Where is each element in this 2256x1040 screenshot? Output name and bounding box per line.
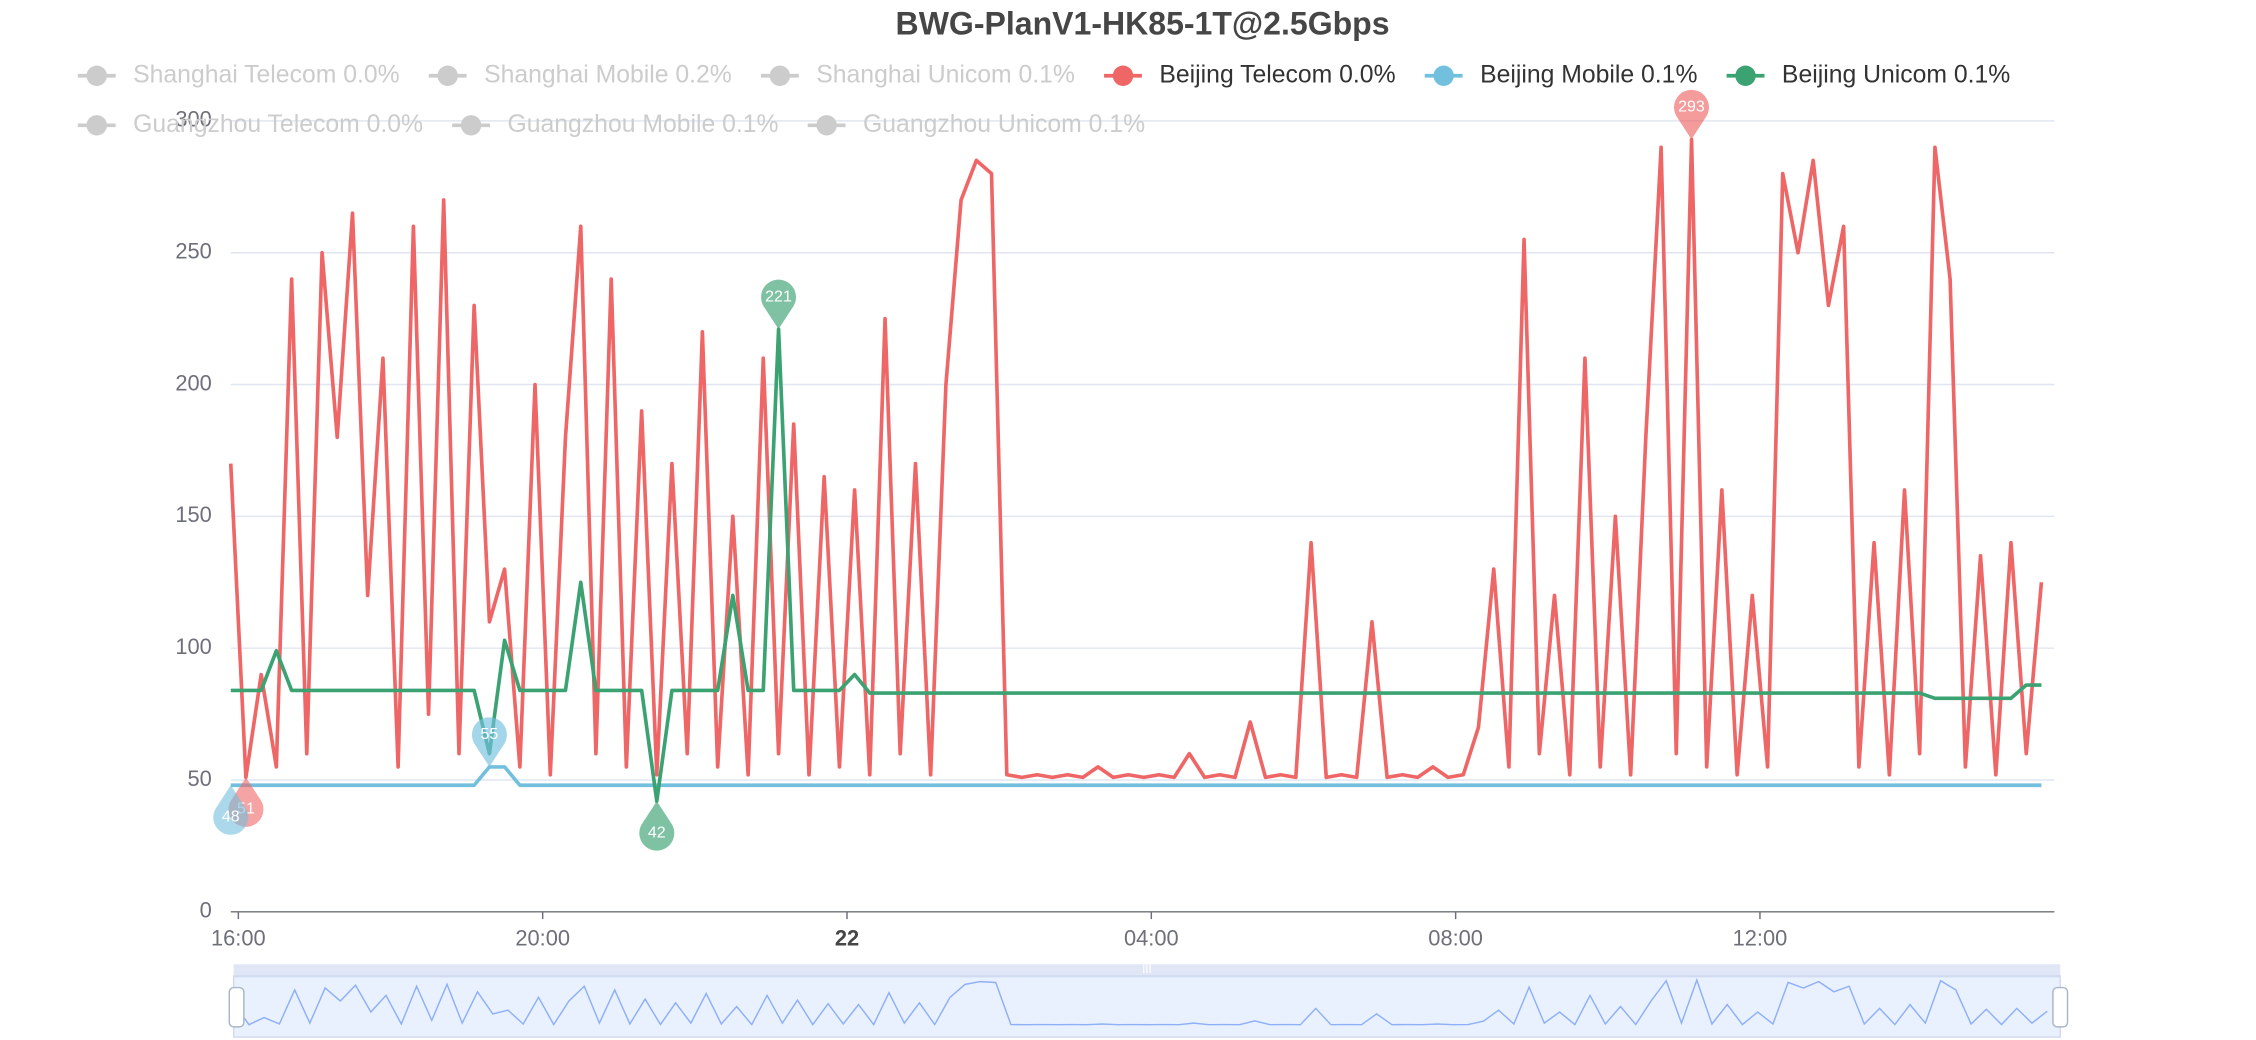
legend-label[interactable]: Guangzhou Mobile 0.1% [507,111,778,138]
legend-icon-dot[interactable] [437,65,458,86]
x-tick-label: 16:00 [211,925,266,950]
legend-item[interactable]: Guangzhou Mobile 0.1% [452,111,779,138]
x-tick-label: 20:00 [515,925,570,950]
legend-label[interactable]: Guangzhou Unicom 0.1% [863,111,1145,138]
legend-label[interactable]: Shanghai Unicom 0.1% [816,61,1075,88]
mark-point-label: 48 [222,808,240,826]
legend-label[interactable]: Shanghai Mobile 0.2% [484,61,732,88]
series-line [230,765,2042,788]
zoom-window[interactable] [232,975,2061,1038]
legend-item[interactable]: Beijing Unicom 0.1% [1726,61,2011,88]
mark-pin [213,785,249,835]
legend-icon-dot[interactable] [86,65,107,86]
x-tick-label: 08:00 [1428,925,1483,950]
y-tick-label: 200 [175,370,211,395]
zoom-grip[interactable]: III [1142,963,1152,976]
mark-point [471,717,507,767]
legend-icon-dot[interactable] [769,65,791,86]
zoom-top-bar[interactable] [233,964,2061,978]
mark-pin [761,279,797,330]
legend-item[interactable]: Guangzhou Unicom 0.1% [807,111,1145,138]
mark-point-label: 221 [765,287,792,305]
x-tick-label: 12:00 [1733,925,1788,950]
y-tick-label: 150 [175,502,211,527]
legend-item[interactable]: Shanghai Telecom 0.0% [77,61,400,88]
y-tick-label: 50 [188,766,212,791]
legend-label[interactable]: Beijing Mobile 0.1% [1480,61,1697,88]
zoom-handle[interactable] [2052,986,2069,1028]
mark-pin [471,717,507,767]
legend-item[interactable]: Beijing Mobile 0.1% [1424,61,1698,88]
legend-icon-dot[interactable] [1735,65,1756,86]
mark-point [761,279,797,330]
mark-point [1674,89,1709,140]
legend-label[interactable]: Shanghai Telecom 0.0% [133,61,399,88]
legend-item[interactable]: Shanghai Mobile 0.2% [428,61,732,88]
mark-point-label: 55 [481,725,499,743]
legend-icon-dot[interactable] [86,115,107,136]
mark-point [213,785,249,835]
legend-icon-dot[interactable] [1112,65,1134,86]
zoom-handle[interactable] [228,986,245,1028]
legend-icon-dot[interactable] [816,115,837,136]
mark-point-label: 293 [1678,98,1705,116]
chart-title: BWG-PlanV1-HK85-1T@2.5Gbps [896,6,1390,42]
legend-label[interactable]: Beijing Unicom 0.1% [1782,61,2010,88]
legend-label[interactable]: Guangzhou Telecom 0.0% [133,111,423,138]
legend-item[interactable]: Shanghai Unicom 0.1% [760,61,1075,88]
data-zoom[interactable]: III [228,963,2069,1038]
mark-point-label: 42 [648,823,666,841]
mark-point [639,801,675,851]
x-tick-label: 22 [835,925,859,950]
x-tick-label: 04:00 [1124,925,1179,950]
series-line [228,137,2044,780]
legend-item[interactable]: Guangzhou Telecom 0.0% [77,111,423,138]
legend-icon-dot[interactable] [1433,65,1454,86]
legend-label[interactable]: Beijing Telecom 0.0% [1159,61,1395,88]
legend-icon-dot[interactable] [460,115,482,136]
y-tick-label: 100 [175,634,211,659]
mark-pin [639,801,675,851]
mark-pin [1674,89,1709,140]
zoom-preview-line [233,977,2048,1026]
y-tick-label: 0 [200,898,212,923]
y-tick-label: 300 [175,107,211,132]
series-line [230,327,2042,803]
y-tick-label: 250 [175,238,211,263]
legend-item[interactable]: Beijing Telecom 0.0% [1104,61,1396,88]
